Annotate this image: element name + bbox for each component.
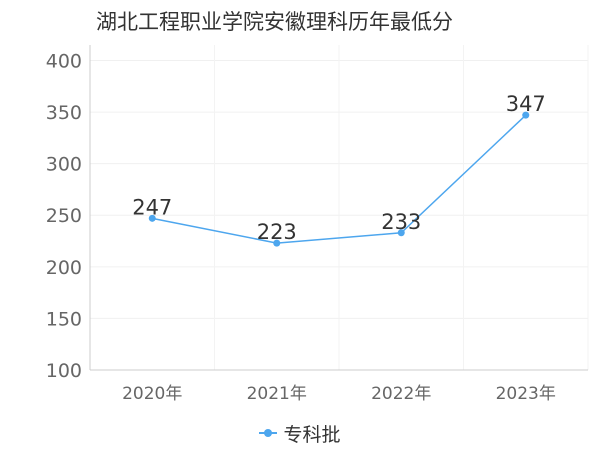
data-labels: 247 223 233 347 (132, 92, 546, 244)
y-tick-label: 250 (46, 205, 82, 227)
x-tick-label: 2023年 (496, 384, 556, 404)
legend-item-series[interactable]: 专科批 (259, 420, 341, 447)
data-label: 233 (381, 210, 421, 234)
grid-lines (90, 45, 589, 371)
legend-label: 专科批 (283, 423, 341, 446)
x-tick-label: 2021年 (247, 384, 307, 404)
x-tick-label: 2020年 (122, 384, 182, 404)
chart-title: 湖北工程职业学院安徽理科历年最低分 (96, 10, 453, 34)
data-points (148, 111, 530, 247)
series-line-path (152, 114, 527, 244)
x-tick-label: 2022年 (371, 384, 431, 404)
data-point[interactable] (397, 229, 405, 237)
y-tick-label: 400 (46, 50, 82, 72)
axes (89, 45, 588, 371)
data-point[interactable] (148, 214, 156, 222)
data-label: 347 (506, 92, 546, 116)
y-tick-labels: 100 150 200 250 300 350 400 (46, 50, 82, 382)
y-tick-label: 150 (46, 308, 82, 330)
y-tick-label: 350 (46, 102, 82, 124)
y-tick-label: 100 (46, 360, 82, 382)
legend-line-marker-icon (259, 428, 278, 438)
data-point[interactable] (273, 239, 281, 247)
x-tick-labels: 2020年 2021年 2022年 2023年 (122, 384, 556, 404)
y-tick-label: 300 (46, 154, 82, 176)
series-line (152, 114, 527, 244)
data-label: 223 (257, 220, 297, 244)
y-tick-label: 200 (46, 257, 82, 279)
legend: 专科批 (0, 418, 600, 448)
data-point[interactable] (522, 111, 530, 119)
data-label: 247 (132, 195, 172, 219)
